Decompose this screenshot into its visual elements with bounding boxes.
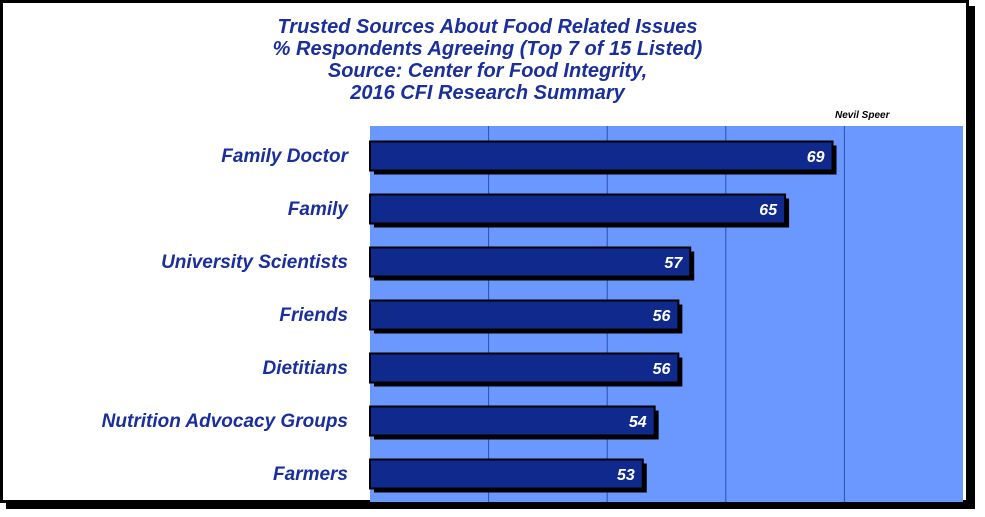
bar-farmers: [369, 458, 644, 490]
category-label: Dietitians: [262, 358, 348, 379]
title-line-3: Source: Center for Food Integrity,: [327, 60, 648, 82]
category-label: Nutrition Advocacy Groups: [102, 411, 348, 432]
bar-friends: [369, 299, 680, 331]
category-label: Family: [288, 199, 350, 220]
value-label: 57: [664, 255, 683, 272]
value-label: 69: [807, 149, 825, 166]
bar-dietitians: [369, 352, 680, 384]
value-label: 54: [629, 414, 647, 431]
value-label: 53: [617, 467, 635, 484]
bar-university-scientists: [369, 246, 692, 278]
value-label: 56: [653, 361, 671, 378]
bar-family-doctor: [369, 140, 834, 172]
category-label: Family Doctor: [221, 146, 349, 167]
value-label: 56: [653, 308, 671, 325]
author-credit: Nevil Speer: [835, 110, 890, 121]
category-label: Friends: [279, 305, 348, 326]
title-line-2: % Respondents Agreeing (Top 7 of 15 List…: [272, 38, 703, 60]
title-line-1: Trusted Sources About Food Related Issue…: [277, 16, 698, 38]
chart-title: Trusted Sources About Food Related Issue…: [0, 16, 975, 104]
title-line-4: 2016 CFI Research Summary: [350, 82, 625, 104]
category-label: University Scientists: [161, 252, 348, 273]
bar-family: [369, 193, 787, 225]
bars: 69 Family Doctor 65 Family 57 University Scie…: [102, 140, 837, 493]
value-label: 65: [759, 202, 778, 219]
bar-nutrition-advocacy-groups: [369, 405, 656, 437]
category-label: Farmers: [273, 464, 348, 485]
